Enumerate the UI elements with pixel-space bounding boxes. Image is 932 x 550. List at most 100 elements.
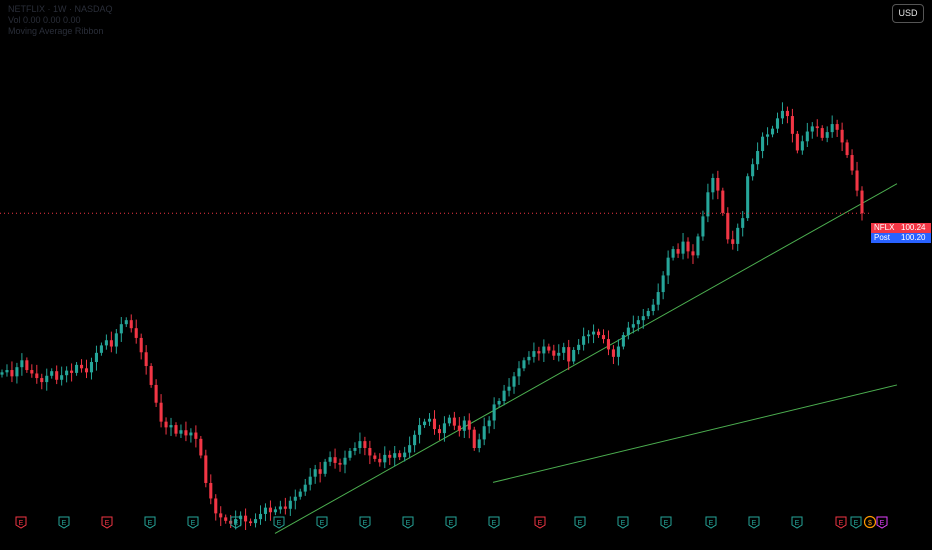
candle-body [721,190,725,213]
earnings-markers: E E E E E E E E E E E E E E E E E E E E E $ E [15,515,888,529]
candle-body [169,425,173,428]
earnings-marker-label: E [105,520,110,527]
candle-body [388,454,392,458]
candle-body [134,328,138,338]
earnings-icon [534,516,546,529]
candle-body [358,441,362,449]
candles [0,102,864,530]
candle-body [676,249,680,254]
candle-body [860,190,864,214]
candle-body [25,360,29,371]
candle-body [547,346,551,351]
candle-body [507,386,511,391]
candle-body [631,324,635,328]
candle-body [517,368,521,377]
candle-body [756,151,760,165]
candle-body [770,128,775,135]
chart-legend: NETFLIX · 1W · NASDAQ Vol 0.00 0.00 0.00 M… [8,4,113,37]
candle-body [761,136,765,152]
candle-body [766,134,770,137]
candle-body [731,239,735,244]
candle-body [696,236,700,256]
candle-body [477,439,481,449]
earnings-marker-label: E [492,520,497,527]
candle-body [582,336,586,345]
candle-body [194,432,198,439]
candle-body [363,441,367,449]
candle-body [189,432,193,436]
trendlines [274,183,898,534]
post-market-price-tag: 100.20 [898,233,931,243]
candle-body [124,320,128,325]
earnings-icon [876,516,888,529]
candle-body [244,515,248,522]
candle-body [636,320,640,325]
candle-body [512,376,516,387]
candle-body [378,458,382,463]
candle-body [711,177,715,193]
candle-body [40,378,44,383]
candle-body [60,375,64,380]
candle-body [199,438,203,456]
earnings-icon [617,516,629,529]
candle-body [552,350,556,356]
candle-body [30,370,34,374]
candle-body [288,500,292,509]
earnings-marker-label: E [191,520,196,527]
candle-body [726,212,730,240]
candle-body [482,426,486,440]
candle-body [497,401,501,405]
candle-body [596,331,601,336]
candle-body [258,513,263,520]
earnings-icon [230,516,242,529]
earnings-icon [402,516,414,529]
candle-body [293,496,297,501]
candle-body [353,448,357,451]
currency-button[interactable]: USD [892,4,924,23]
candle-body [601,335,606,340]
earnings-icon [15,516,27,529]
candle-body [805,131,809,142]
candle-body [611,349,615,357]
earnings-marker-label: E [709,520,714,527]
candle-body [820,128,824,138]
earnings-marker-label: E [449,520,454,527]
earnings-marker-label: E [277,520,282,527]
earnings-icon [58,516,70,529]
candle-body [577,344,581,350]
candle-body [84,368,89,373]
candle-body [810,126,814,132]
candle-body [557,352,561,356]
candle-body [5,370,9,373]
candle-body [119,324,123,334]
candle-body [855,170,859,191]
candle-body [527,356,531,361]
candle-body [139,337,143,353]
trendline-2 [492,384,898,483]
candle-body [427,418,432,422]
candle-body [149,366,153,385]
earnings-marker-label: E [538,520,543,527]
trendline-1 [274,183,898,534]
candle-body [736,227,740,244]
earnings-icon [574,516,586,529]
candle-body [413,434,417,446]
candle-body [10,370,14,377]
candle-body [253,519,258,524]
candle-body [825,132,829,138]
earnings-marker-label: E [795,520,800,527]
candle-body [746,176,750,219]
candle-body [567,347,571,362]
candle-body [109,340,113,347]
candle-body [303,484,307,492]
last-price-tag: 100.24 [898,223,931,233]
candle-body [775,118,780,129]
candle-body [452,417,456,426]
candle-body [472,429,476,449]
candle-body [214,498,218,514]
candle-body [209,482,213,499]
candle-body [249,521,253,524]
candle-body [283,506,287,509]
candle-body [592,331,596,335]
